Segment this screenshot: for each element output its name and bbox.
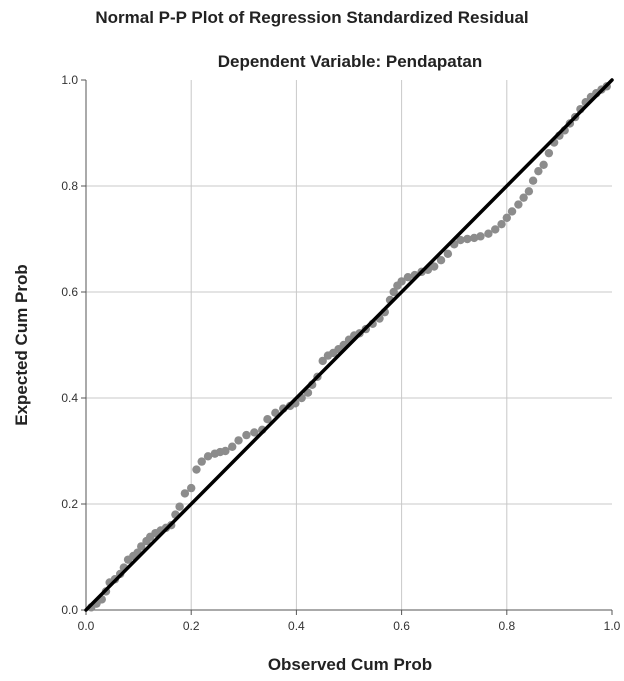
y-tick-label: 0.6 bbox=[61, 285, 78, 299]
data-point bbox=[203, 452, 213, 461]
y-axis-label: Expected Cum Prob bbox=[12, 264, 31, 426]
data-point bbox=[456, 235, 465, 245]
data-point bbox=[443, 249, 453, 259]
x-tick-label: 0.0 bbox=[78, 619, 95, 633]
y-tick-label: 0.2 bbox=[61, 497, 78, 511]
x-tick-label: 0.2 bbox=[183, 619, 200, 633]
data-point bbox=[519, 193, 528, 202]
data-point bbox=[544, 148, 554, 158]
data-point bbox=[403, 272, 413, 282]
data-point bbox=[234, 436, 243, 445]
axes bbox=[85, 80, 612, 611]
grid-lines bbox=[86, 80, 612, 610]
data-point bbox=[192, 465, 201, 474]
data-point bbox=[263, 415, 272, 424]
y-tick-label: 0.8 bbox=[61, 179, 78, 193]
x-axis-label: Observed Cum Prob bbox=[267, 655, 433, 674]
data-point bbox=[180, 489, 190, 498]
data-point bbox=[436, 256, 446, 265]
data-point bbox=[528, 176, 538, 185]
data-point bbox=[484, 229, 493, 238]
data-point bbox=[430, 262, 439, 271]
data-point bbox=[242, 430, 251, 440]
reference-diagonal-line bbox=[84, 78, 614, 612]
y-tick-label: 0.0 bbox=[61, 603, 78, 617]
data-point bbox=[463, 234, 472, 244]
data-point bbox=[250, 428, 259, 437]
data-point bbox=[507, 207, 517, 216]
data-point bbox=[524, 187, 534, 196]
data-point bbox=[397, 277, 406, 286]
y-tick-label: 1.0 bbox=[61, 73, 78, 87]
data-point bbox=[318, 356, 327, 366]
data-point bbox=[228, 442, 237, 451]
data-point bbox=[539, 160, 548, 169]
data-point bbox=[497, 219, 506, 229]
x-tick-label: 0.8 bbox=[498, 619, 515, 633]
data-point bbox=[187, 483, 196, 493]
data-point bbox=[469, 233, 479, 243]
x-tick-label: 0.4 bbox=[288, 619, 305, 633]
data-point bbox=[221, 446, 230, 456]
data-point bbox=[491, 225, 500, 234]
data-point bbox=[534, 166, 543, 176]
tick-labels: 0.0 0.2 0.4 0.6 0.8 1.0 0.0 0.2 0.4 0.6 0.8 1.0 bbox=[61, 73, 620, 633]
chart-title: Normal P-P Plot of Regression Standardiz… bbox=[95, 8, 529, 27]
chart-subtitle: Dependent Variable: Pendapatan bbox=[217, 52, 483, 71]
data-point bbox=[514, 200, 523, 209]
data-point bbox=[197, 457, 206, 466]
y-tick-label: 0.4 bbox=[61, 391, 78, 405]
data-point bbox=[389, 287, 398, 297]
data-point bbox=[137, 542, 146, 551]
x-tick-label: 0.6 bbox=[393, 619, 410, 633]
x-tick-label: 1.0 bbox=[604, 619, 621, 633]
data-point bbox=[502, 213, 511, 222]
data-point bbox=[175, 502, 184, 511]
data-point bbox=[476, 232, 485, 241]
